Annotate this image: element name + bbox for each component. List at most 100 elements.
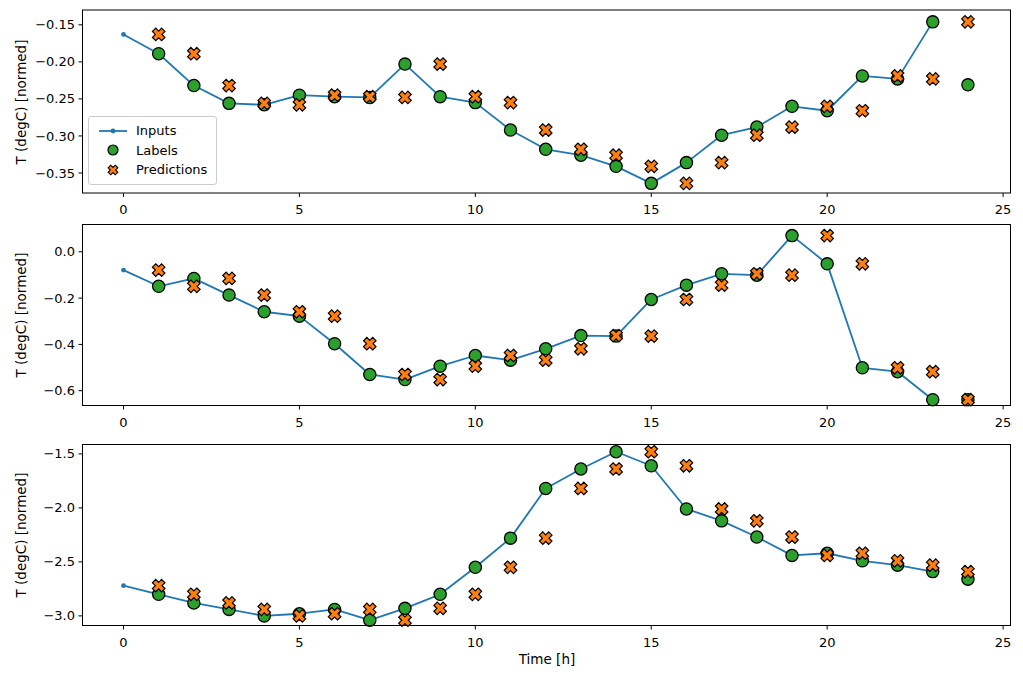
- prediction-marker: [856, 105, 869, 118]
- prediction-marker: [786, 121, 799, 134]
- label-marker: [188, 79, 200, 91]
- label-marker: [258, 306, 270, 318]
- y-tick-label: −0.20: [35, 54, 75, 69]
- prediction-marker: [504, 561, 517, 574]
- legend-item-labels: Labels: [96, 141, 207, 161]
- prediction-marker: [821, 229, 834, 242]
- label-marker: [504, 124, 516, 136]
- legend-item-predictions: Predictions: [96, 160, 207, 180]
- label-marker: [223, 289, 235, 301]
- x-tick-label: 15: [643, 202, 660, 217]
- x-tick-label: 20: [819, 202, 836, 217]
- prediction-marker: [364, 337, 377, 350]
- subplot-3-predictions-scatter: [152, 445, 974, 626]
- label-marker: [680, 157, 692, 169]
- prediction-marker: [715, 503, 728, 516]
- prediction-marker: [539, 532, 552, 545]
- label-marker: [434, 588, 446, 600]
- x-tick-label: 15: [643, 415, 660, 430]
- label-marker: [856, 362, 868, 374]
- x-axis-label: Time [h]: [519, 651, 575, 667]
- label-marker: [645, 293, 657, 305]
- prediction-marker: [223, 79, 236, 92]
- label-marker: [399, 602, 411, 614]
- label-marker: [153, 280, 165, 292]
- subplot-3-labels-scatter: [153, 446, 974, 627]
- label-marker: [575, 463, 587, 475]
- input-point-marker: [121, 268, 126, 273]
- x-tick-label: 10: [467, 415, 484, 430]
- subplot-2-labels-scatter: [153, 230, 974, 406]
- x-tick-label: 25: [995, 415, 1012, 430]
- x-tick-label: 0: [119, 202, 127, 217]
- prediction-marker: [751, 515, 764, 528]
- subplot-3-inputs-line: [121, 449, 935, 622]
- prediction-marker: [399, 91, 412, 104]
- y-tick-label: −0.2: [43, 291, 75, 306]
- y-tick-label: −0.35: [35, 166, 75, 181]
- subplot-1-inputs-line: [121, 19, 935, 185]
- prediction-marker: [962, 16, 975, 29]
- y-tick-label: −0.30: [35, 129, 75, 144]
- prediction-marker: [680, 293, 693, 306]
- legend-item-inputs: Inputs: [96, 121, 207, 141]
- label-marker: [786, 100, 798, 112]
- label-marker: [786, 549, 798, 561]
- x-tick-label: 15: [643, 635, 660, 650]
- label-marker: [716, 515, 728, 527]
- prediction-marker: [539, 124, 552, 137]
- prediction-marker: [786, 269, 799, 282]
- label-marker: [751, 531, 763, 543]
- y-tick-label: −1.5: [43, 446, 75, 461]
- y-tick-label: −0.4: [43, 337, 75, 352]
- label-marker: [575, 329, 587, 341]
- label-marker: [434, 360, 446, 372]
- label-marker: [469, 349, 481, 361]
- prediction-marker: [152, 264, 165, 277]
- label-marker: [610, 446, 622, 458]
- prediction-marker: [399, 614, 412, 627]
- x-tick-label: 25: [995, 635, 1012, 650]
- x-tick-label: 25: [995, 202, 1012, 217]
- label-marker: [927, 16, 939, 28]
- y-tick-label: −2.5: [43, 554, 75, 569]
- plots-canvas: 0510152025−0.15−0.20−0.25−0.30−0.3505101…: [0, 0, 1023, 679]
- legend-label-inputs: Inputs: [136, 121, 176, 140]
- y-axis-label-subplot-1: T (degC) [normed]: [13, 39, 29, 164]
- y-tick-label: −3.0: [43, 608, 75, 623]
- y-axis-label-subplot-2: T (degC) [normed]: [13, 253, 29, 378]
- prediction-marker: [926, 365, 939, 378]
- prediction-marker: [610, 463, 623, 476]
- label-marker: [469, 561, 481, 573]
- label-marker: [504, 532, 516, 544]
- prediction-marker: [469, 588, 482, 601]
- label-marker: [645, 460, 657, 472]
- prediction-marker: [539, 354, 552, 367]
- y-axis-label-subplot-3: T (degC) [normed]: [13, 473, 29, 598]
- prediction-marker: [188, 47, 201, 60]
- legend-label-predictions: Predictions: [136, 160, 207, 179]
- label-marker: [328, 338, 340, 350]
- prediction-marker: [258, 289, 271, 302]
- x-tick-label: 20: [819, 415, 836, 430]
- label-marker: [153, 48, 165, 60]
- legend: Inputs Labels Predictions: [88, 116, 217, 185]
- subplot-1-labels-scatter: [153, 16, 974, 190]
- prediction-marker: [575, 343, 588, 356]
- label-marker: [399, 58, 411, 70]
- prediction-marker: [434, 602, 447, 615]
- label-marker: [540, 482, 552, 494]
- prediction-marker: [856, 258, 869, 271]
- x-tick-label: 20: [819, 635, 836, 650]
- y-tick-label: 0.0: [54, 244, 75, 259]
- x-tick-label: 5: [295, 202, 303, 217]
- prediction-marker: [715, 156, 728, 169]
- label-marker: [716, 129, 728, 141]
- label-marker: [962, 79, 974, 91]
- label-marker: [786, 230, 798, 242]
- input-point-marker: [121, 32, 126, 37]
- x-tick-label: 0: [119, 635, 127, 650]
- subplot-2-frame: [83, 225, 1011, 406]
- label-marker: [223, 97, 235, 109]
- prediction-marker: [786, 531, 799, 544]
